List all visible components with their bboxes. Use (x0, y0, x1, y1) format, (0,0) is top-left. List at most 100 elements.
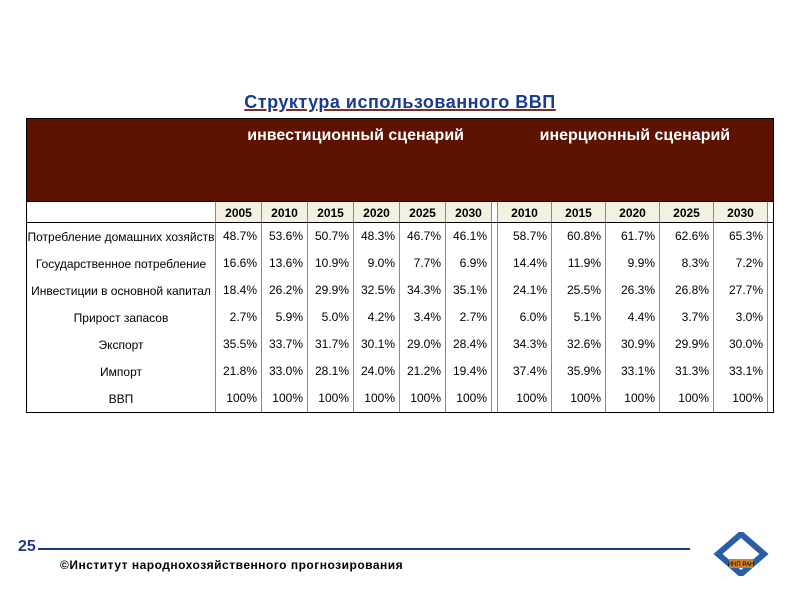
data-cell: 11.9% (552, 250, 606, 277)
data-cell: 50.7% (308, 223, 354, 250)
year-col-b: 2010 (498, 202, 552, 222)
data-cell: 13.6% (262, 250, 308, 277)
table-row: Импорт21.8%33.0%28.1%24.0%21.2%19.4%37.4… (27, 358, 773, 385)
data-cell: 24.0% (354, 358, 400, 385)
slide: Структура использованного ВВП инвестицио… (0, 0, 800, 600)
data-cell: 9.9% (606, 250, 660, 277)
data-cell: 26.3% (606, 277, 660, 304)
year-col-b: 2025 (660, 202, 714, 222)
data-cell: 21.2% (400, 358, 446, 385)
data-cell: 48.3% (354, 223, 400, 250)
data-cell: 30.1% (354, 331, 400, 358)
data-cell: 16.6% (216, 250, 262, 277)
data-cell: 100% (354, 385, 400, 412)
data-cell: 26.8% (660, 277, 714, 304)
row-label: Импорт (27, 358, 216, 385)
data-cell: 5.0% (308, 304, 354, 331)
data-rows: Потребление домашних хозяйств48.7%53.6%5… (27, 223, 773, 412)
data-cell: 30.9% (606, 331, 660, 358)
data-cell: 30.0% (714, 331, 768, 358)
year-col-b: 2020 (606, 202, 660, 222)
data-cell: 53.6% (262, 223, 308, 250)
data-cell: 26.2% (262, 277, 308, 304)
page-number: 25 (16, 538, 38, 556)
table-row: Потребление домашних хозяйств48.7%53.6%5… (27, 223, 773, 250)
data-cell: 46.7% (400, 223, 446, 250)
data-cell: 29.9% (308, 277, 354, 304)
header-spacer (27, 119, 216, 201)
footer-divider (26, 548, 690, 550)
data-cell: 24.1% (498, 277, 552, 304)
data-cell: 100% (216, 385, 262, 412)
data-cell: 100% (714, 385, 768, 412)
data-cell: 33.0% (262, 358, 308, 385)
data-cell: 7.7% (400, 250, 446, 277)
table-row: ВВП100%100%100%100%100%100%100%100%100%1… (27, 385, 773, 412)
data-cell: 32.6% (552, 331, 606, 358)
data-cell: 60.8% (552, 223, 606, 250)
year-col-a: 2015 (308, 202, 354, 222)
data-cell: 8.3% (660, 250, 714, 277)
scenario-a-label: инвестиционный сценарий (216, 119, 497, 201)
data-cell: 18.4% (216, 277, 262, 304)
data-cell: 29.9% (660, 331, 714, 358)
data-cell: 28.1% (308, 358, 354, 385)
row-label: ВВП (27, 385, 216, 412)
data-cell: 6.9% (446, 250, 492, 277)
table-row: Государственное потребление16.6%13.6%10.… (27, 250, 773, 277)
data-cell: 31.7% (308, 331, 354, 358)
scenario-header: инвестиционный сценарий инерционный сцен… (27, 119, 773, 201)
data-cell: 19.4% (446, 358, 492, 385)
data-cell: 27.7% (714, 277, 768, 304)
data-cell: 33.1% (714, 358, 768, 385)
year-col-a: 2020 (354, 202, 400, 222)
data-cell: 65.3% (714, 223, 768, 250)
data-cell: 4.4% (606, 304, 660, 331)
inp-ran-logo: ИНП РАН (712, 532, 770, 576)
data-cell: 48.7% (216, 223, 262, 250)
data-cell: 29.0% (400, 331, 446, 358)
scenario-b-label: инерционный сценарий (497, 119, 773, 201)
data-cell: 33.7% (262, 331, 308, 358)
year-col-a: 2030 (446, 202, 492, 222)
data-cell: 3.7% (660, 304, 714, 331)
data-cell: 46.1% (446, 223, 492, 250)
data-cell: 61.7% (606, 223, 660, 250)
row-label: Экспорт (27, 331, 216, 358)
data-cell: 32.5% (354, 277, 400, 304)
data-cell: 100% (446, 385, 492, 412)
data-cell: 7.2% (714, 250, 768, 277)
data-cell: 100% (400, 385, 446, 412)
data-cell: 37.4% (498, 358, 552, 385)
data-cell: 58.7% (498, 223, 552, 250)
data-cell: 25.5% (552, 277, 606, 304)
data-cell: 62.6% (660, 223, 714, 250)
data-cell: 100% (660, 385, 714, 412)
data-cell: 34.3% (498, 331, 552, 358)
slide-title: Структура использованного ВВП (0, 0, 800, 113)
data-cell: 10.9% (308, 250, 354, 277)
data-cell: 6.0% (498, 304, 552, 331)
year-header-row: 2005201020152020202520302010201520202025… (27, 201, 773, 223)
data-cell: 100% (552, 385, 606, 412)
data-cell: 5.1% (552, 304, 606, 331)
data-cell: 2.7% (216, 304, 262, 331)
data-cell: 100% (262, 385, 308, 412)
data-cell: 4.2% (354, 304, 400, 331)
data-cell: 2.7% (446, 304, 492, 331)
data-cell: 35.5% (216, 331, 262, 358)
data-cell: 5.9% (262, 304, 308, 331)
year-col-a: 2010 (262, 202, 308, 222)
data-cell: 31.3% (660, 358, 714, 385)
data-cell: 100% (498, 385, 552, 412)
data-cell: 21.8% (216, 358, 262, 385)
data-cell: 100% (606, 385, 660, 412)
row-label: Прирост запасов (27, 304, 216, 331)
row-label: Потребление домашних хозяйств (27, 223, 216, 250)
year-col-b: 2015 (552, 202, 606, 222)
row-label: Государственное потребление (27, 250, 216, 277)
table-row: Экспорт35.5%33.7%31.7%30.1%29.0%28.4%34.… (27, 331, 773, 358)
data-cell: 9.0% (354, 250, 400, 277)
table-row: Прирост запасов2.7%5.9%5.0%4.2%3.4%2.7%6… (27, 304, 773, 331)
data-cell: 35.9% (552, 358, 606, 385)
